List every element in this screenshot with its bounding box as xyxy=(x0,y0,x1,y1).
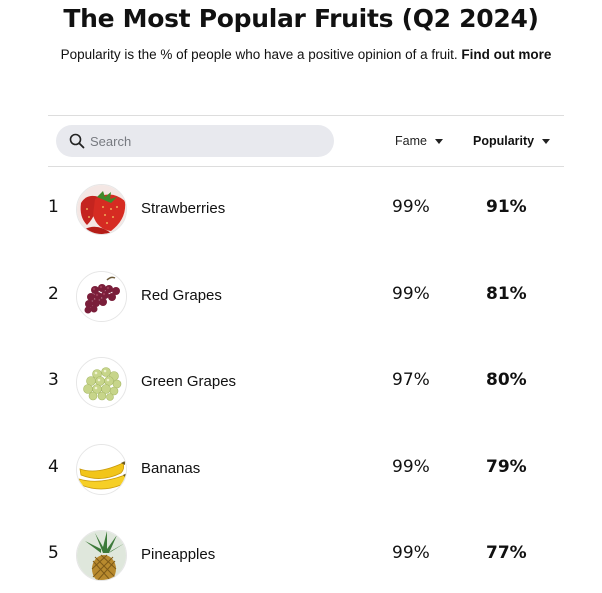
table-row[interactable]: 3 Green Grapes 97% 80% xyxy=(0,353,602,413)
find-out-more-link[interactable]: Find out more xyxy=(461,47,552,62)
green-grapes-image xyxy=(76,357,127,408)
fame-value: 97% xyxy=(392,370,430,390)
fruit-name: Red Grapes xyxy=(141,287,222,304)
fruit-name: Pineapples xyxy=(141,546,216,563)
table-row[interactable]: 2 Red Grapes 99% 81% xyxy=(0,267,602,327)
caret-down-icon xyxy=(542,138,551,144)
fruit-name: Green Grapes xyxy=(141,373,237,390)
sort-popularity-button[interactable]: Popularity xyxy=(473,134,551,148)
table-row[interactable]: 5 Pineapples 99% 77% xyxy=(0,526,602,586)
rank-number: 2 xyxy=(48,284,59,304)
search-input[interactable] xyxy=(90,129,320,153)
popularity-value: 80% xyxy=(486,370,527,390)
search-icon xyxy=(69,133,85,149)
popularity-value: 91% xyxy=(486,197,527,217)
table-row[interactable]: 1 Strawberries 99% 91% xyxy=(0,180,602,240)
popularity-value: 77% xyxy=(486,543,527,563)
caret-down-icon xyxy=(434,138,443,144)
table-row[interactable]: 4 Bananas 99% 79% xyxy=(0,440,602,500)
strawberry-image xyxy=(76,184,127,235)
subtitle-text: Popularity is the % of people who have a… xyxy=(60,47,458,62)
popularity-value: 79% xyxy=(486,457,527,477)
rank-number: 1 xyxy=(48,197,59,217)
rank-number: 4 xyxy=(48,457,59,477)
fame-value: 99% xyxy=(392,543,430,563)
rank-number: 3 xyxy=(48,370,59,390)
popularity-column-label: Popularity xyxy=(473,134,535,148)
subtitle: Popularity is the % of people who have a… xyxy=(0,47,602,62)
fruit-name: Strawberries xyxy=(141,200,226,217)
fruit-name: Bananas xyxy=(141,460,201,477)
fame-value: 99% xyxy=(392,457,430,477)
popularity-value: 81% xyxy=(486,284,527,304)
rank-number: 5 xyxy=(48,543,59,563)
sort-fame-button[interactable]: Fame xyxy=(395,134,443,148)
pineapple-image xyxy=(76,530,127,581)
fame-value: 99% xyxy=(392,284,430,304)
red-grapes-image xyxy=(76,271,127,322)
bananas-image xyxy=(76,444,127,495)
search-box[interactable] xyxy=(56,125,334,157)
fame-value: 99% xyxy=(392,197,430,217)
fame-column-label: Fame xyxy=(395,134,427,148)
table-header: Fame Popularity xyxy=(48,115,564,167)
page-title: The Most Popular Fruits (Q2 2024) xyxy=(63,4,539,33)
